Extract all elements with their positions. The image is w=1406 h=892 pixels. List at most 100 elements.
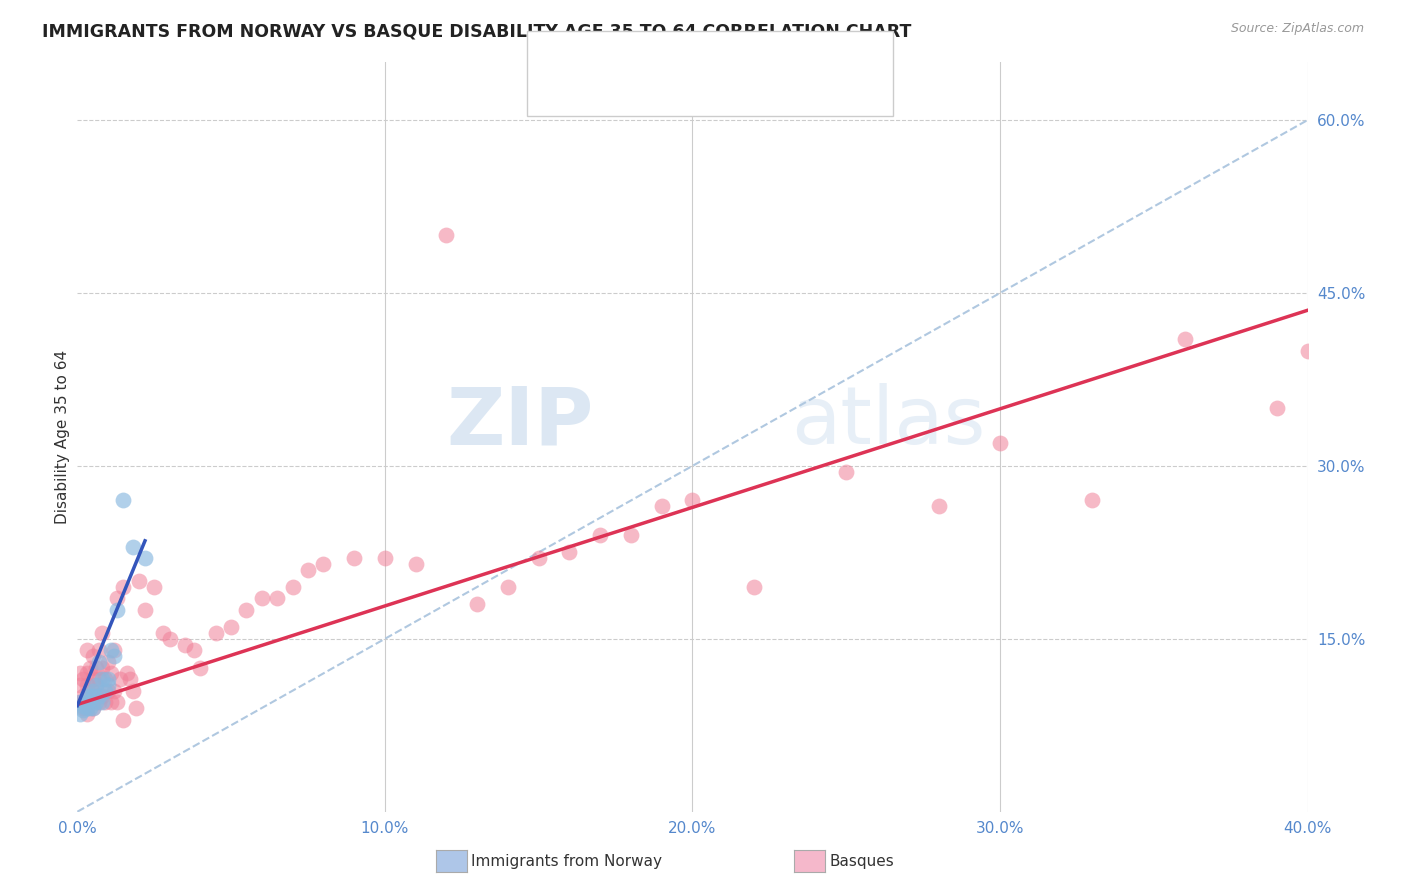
Point xyxy=(100,666,122,681)
Point xyxy=(76,643,98,657)
Point xyxy=(682,493,704,508)
Point xyxy=(79,695,101,709)
Point xyxy=(105,603,128,617)
Point xyxy=(103,649,125,664)
Point xyxy=(84,678,107,692)
Point xyxy=(72,698,94,713)
Point xyxy=(76,701,98,715)
Point xyxy=(928,500,950,514)
Point xyxy=(436,228,458,243)
Point xyxy=(115,666,138,681)
Point xyxy=(1081,493,1104,508)
Point xyxy=(97,672,120,686)
Point xyxy=(125,701,148,715)
Point xyxy=(97,678,120,692)
Point xyxy=(235,603,257,617)
Point xyxy=(281,580,304,594)
Text: IMMIGRANTS FROM NORWAY VS BASQUE DISABILITY AGE 35 TO 64 CORRELATION CHART: IMMIGRANTS FROM NORWAY VS BASQUE DISABIL… xyxy=(42,22,911,40)
Point xyxy=(589,528,612,542)
Point xyxy=(112,493,135,508)
Point xyxy=(69,666,91,681)
Point xyxy=(134,551,156,566)
Point xyxy=(69,678,91,692)
Point xyxy=(76,695,98,709)
Point xyxy=(87,643,110,657)
Point xyxy=(1174,332,1197,346)
Point xyxy=(94,695,117,709)
Point xyxy=(69,695,91,709)
Point xyxy=(496,580,519,594)
Point xyxy=(159,632,181,646)
Point xyxy=(82,701,104,715)
Point xyxy=(76,678,98,692)
Point xyxy=(183,643,205,657)
Point xyxy=(82,649,104,664)
Point xyxy=(69,695,91,709)
Text: Basques: Basques xyxy=(830,855,894,869)
Point xyxy=(405,557,427,571)
Point xyxy=(152,626,174,640)
Point xyxy=(103,643,125,657)
Text: atlas: atlas xyxy=(792,383,986,461)
Point xyxy=(72,701,94,715)
Point xyxy=(79,701,101,715)
Point xyxy=(82,690,104,704)
Point xyxy=(87,655,110,669)
Point xyxy=(374,551,396,566)
Point xyxy=(82,672,104,686)
Point xyxy=(79,660,101,674)
Point xyxy=(204,626,226,640)
Text: R = 0.408   N = 79: R = 0.408 N = 79 xyxy=(596,80,766,98)
Point xyxy=(87,690,110,704)
Point xyxy=(1265,401,1288,416)
Point xyxy=(90,690,114,704)
Point xyxy=(94,683,117,698)
Point xyxy=(76,666,98,681)
Point xyxy=(134,603,156,617)
Point xyxy=(82,683,104,698)
Point xyxy=(112,713,135,727)
Point xyxy=(121,683,143,698)
Point xyxy=(174,638,197,652)
Point xyxy=(105,695,128,709)
Point xyxy=(87,695,110,709)
Point xyxy=(297,563,319,577)
Point xyxy=(97,683,120,698)
Point xyxy=(835,465,858,479)
Text: Source: ZipAtlas.com: Source: ZipAtlas.com xyxy=(1230,22,1364,36)
Point xyxy=(87,672,110,686)
Point xyxy=(219,620,242,634)
Point xyxy=(121,540,143,554)
Point xyxy=(312,557,335,571)
Point xyxy=(250,591,273,606)
Point xyxy=(112,580,135,594)
Point xyxy=(84,690,107,704)
Point xyxy=(72,690,94,704)
Point xyxy=(84,660,107,674)
Y-axis label: Disability Age 35 to 64: Disability Age 35 to 64 xyxy=(55,350,70,524)
Point xyxy=(82,701,104,715)
Point xyxy=(343,551,366,566)
Point xyxy=(100,643,122,657)
Point xyxy=(84,678,107,692)
Point xyxy=(79,690,101,704)
Point xyxy=(90,660,114,674)
Point xyxy=(620,528,643,542)
Point xyxy=(110,672,132,686)
Text: R = 0.279   N = 27: R = 0.279 N = 27 xyxy=(596,48,766,66)
Point xyxy=(97,655,120,669)
Point xyxy=(100,695,122,709)
Point xyxy=(79,690,101,704)
Point xyxy=(988,435,1011,450)
Point xyxy=(90,672,114,686)
Point xyxy=(94,672,117,686)
Point xyxy=(1296,343,1319,358)
Point xyxy=(76,706,98,721)
Point xyxy=(465,597,488,611)
Point xyxy=(72,703,94,717)
Point xyxy=(266,591,288,606)
Point xyxy=(128,574,150,589)
Point xyxy=(76,690,98,704)
Point xyxy=(90,695,114,709)
Point xyxy=(188,660,212,674)
